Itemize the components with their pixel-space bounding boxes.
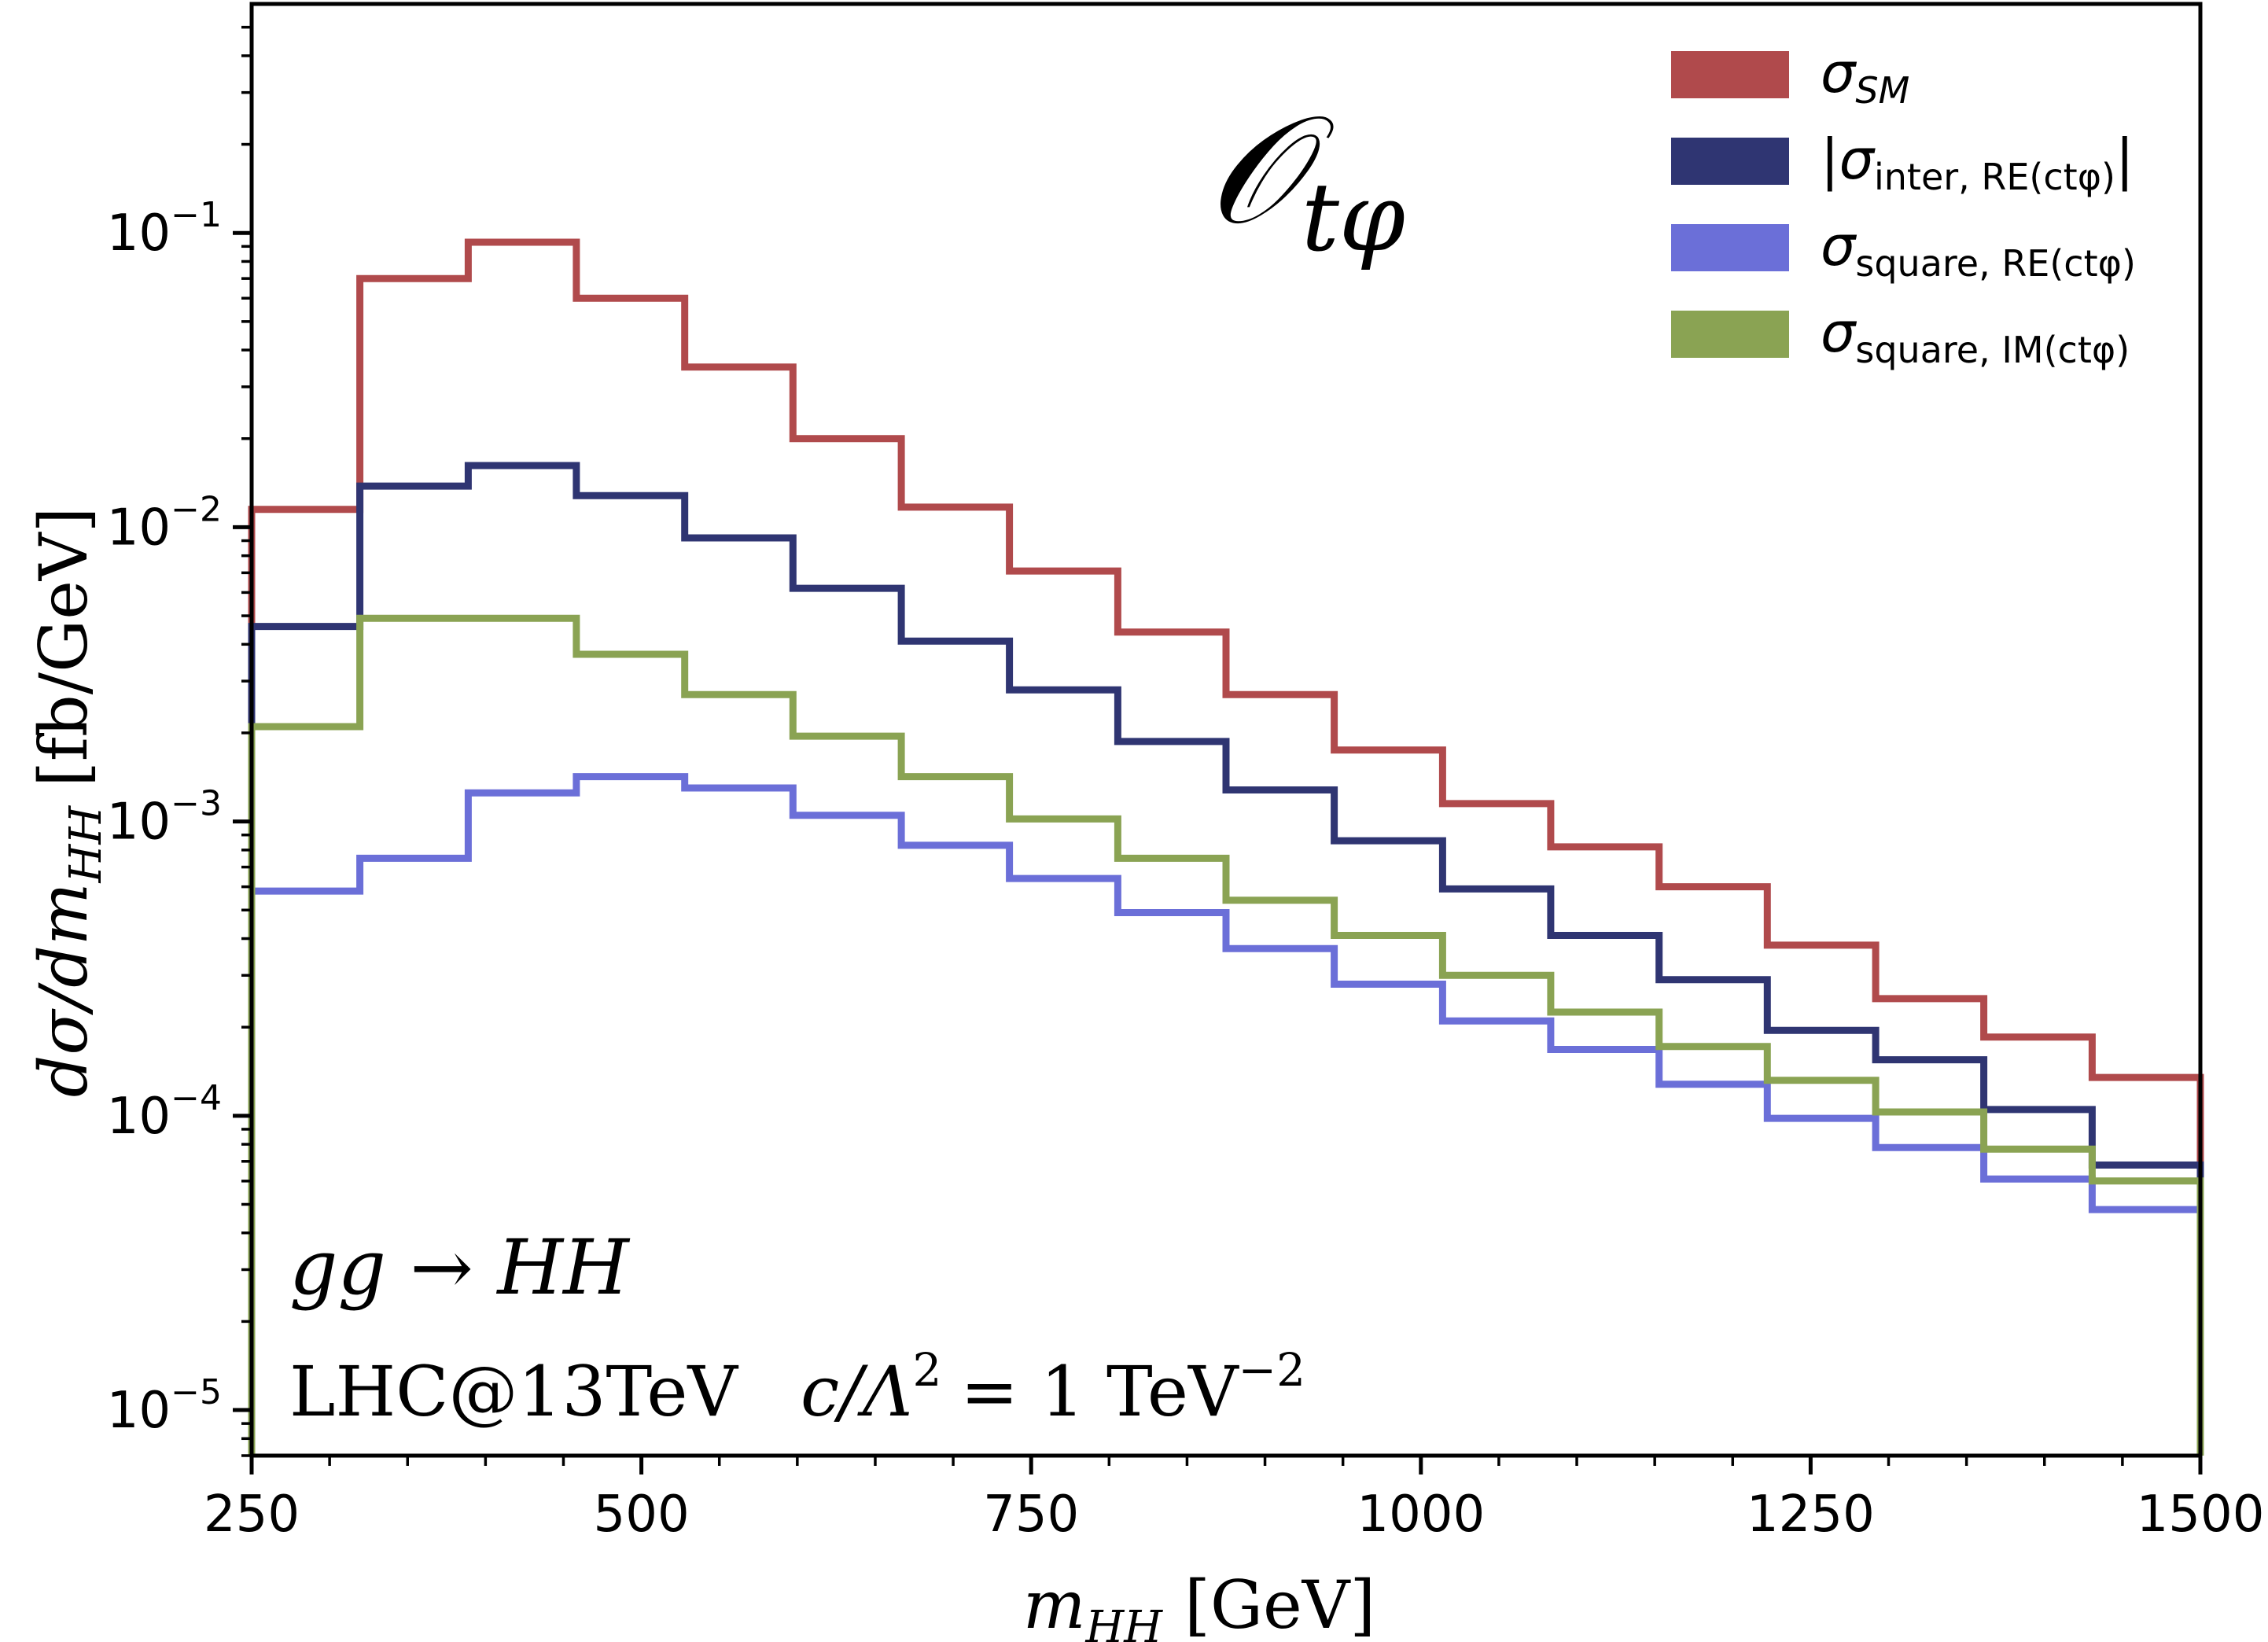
- legend-swatch-sigma_square_IM: [1671, 311, 1789, 358]
- series-line-sigma_SM: [248, 238, 2204, 1456]
- y-axis-title: dσ/dmHH [fb/GeV]: [25, 507, 112, 1098]
- x-tick-label: 500: [594, 1486, 690, 1544]
- x-tick-label: 1250: [1747, 1486, 1875, 1544]
- series-layer: [248, 238, 2204, 1456]
- y-tick-label: 10−2: [107, 489, 222, 557]
- legend-swatch-sigma_SM: [1671, 51, 1789, 98]
- y-axis-text-sub: HH: [61, 805, 112, 884]
- operator-label: 𝒪tφ: [1207, 83, 1405, 273]
- operator-sub: tφ: [1302, 164, 1405, 273]
- x-axis-var: m: [1023, 1567, 1086, 1642]
- x-axis-unit: [GeV]: [1184, 1567, 1375, 1642]
- process-annotation: gg → HH: [289, 1224, 631, 1312]
- x-tick-label: 1500: [2137, 1486, 2265, 1544]
- tick-layer: 250 500 750 1000 1250 1500 10−1 10−2 10−3 10−4 10−…: [107, 25, 2265, 1544]
- coupling-exp: 2: [912, 1343, 941, 1397]
- series-line-sigma_inter_RE: [248, 462, 2204, 1456]
- y-axis-text: dσ/dm: [25, 883, 102, 1098]
- y-tick-label: 10−1: [107, 195, 222, 263]
- coupling-lhs: c/Λ: [801, 1351, 912, 1432]
- coupling-rhs: = 1 TeV: [960, 1351, 1239, 1432]
- y-axis-unit: [fb/GeV]: [25, 507, 102, 787]
- energy-annotation: LHC@13TeV: [289, 1351, 738, 1432]
- x-tick-label: 750: [983, 1486, 1079, 1544]
- x-axis-var-sub: HH: [1084, 1602, 1163, 1642]
- x-tick-label: 250: [204, 1486, 300, 1544]
- energy-coupling-annotation: LHC@13TeV c/Λ2 = 1 TeV−2: [289, 1343, 1305, 1432]
- legend-swatch-sigma_square_RE: [1671, 224, 1789, 271]
- coupling-rhs-exp: −2: [1239, 1343, 1306, 1397]
- legend: σSM |σinter, RE(ctφ)| σsquare, RE(ctφ) σsqu…: [1671, 41, 2136, 371]
- series-line-sigma_square_RE: [248, 773, 2204, 1456]
- y-tick-label: 10−5: [107, 1372, 222, 1440]
- y-tick-label: 10−3: [107, 784, 222, 852]
- x-tick-label: 1000: [1357, 1486, 1485, 1544]
- legend-label-sigma_SM: σSM: [1821, 41, 1909, 112]
- legend-label-sigma_square_RE: σsquare, RE(ctφ): [1821, 214, 2136, 285]
- legend-label-sigma_inter_RE: |σinter, RE(ctφ)|: [1821, 127, 2134, 198]
- plot-frame: [249, 2, 2203, 1458]
- x-axis-title: mHH [GeV]: [1023, 1567, 1375, 1642]
- series-line-sigma_square_IM: [248, 614, 2204, 1456]
- legend-swatch-sigma_inter_RE: [1671, 138, 1789, 185]
- legend-label-sigma_square_IM: σsquare, IM(ctφ): [1821, 300, 2130, 371]
- y-tick-label: 10−4: [107, 1078, 222, 1146]
